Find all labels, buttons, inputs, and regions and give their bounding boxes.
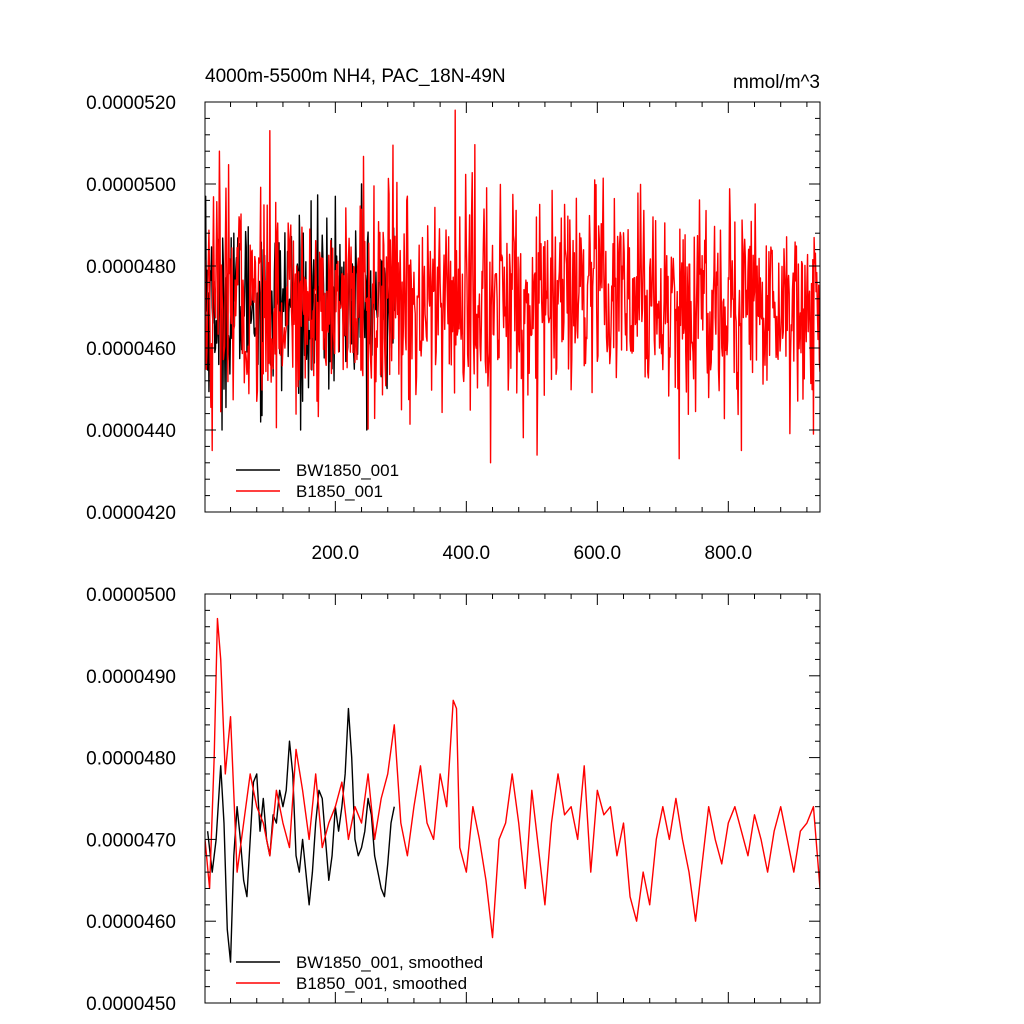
series-line-bw1850 bbox=[206, 707, 395, 963]
y-tick-label: 0.0000500 bbox=[86, 175, 176, 196]
series-line-b1850 bbox=[205, 109, 820, 464]
chart-title: 4000m-5500m NH4, PAC_18N-49N bbox=[205, 66, 506, 87]
y-tick-label: 0.0000460 bbox=[86, 339, 176, 360]
units-label: mmol/m^3 bbox=[733, 72, 820, 93]
y-tick-label: 0.0000470 bbox=[86, 830, 176, 851]
legend-label: BW1850_001, smoothed bbox=[296, 953, 483, 972]
legend-label: B1850_001 bbox=[296, 482, 383, 501]
y-tick-label: 0.0000440 bbox=[86, 421, 176, 442]
y-tick-label: 0.0000450 bbox=[86, 994, 176, 1015]
x-tick-label: 200.0 bbox=[312, 543, 360, 564]
y-tick-label: 0.0000480 bbox=[86, 257, 176, 278]
plot-area bbox=[205, 109, 820, 464]
x-tick-label: 400.0 bbox=[443, 543, 491, 564]
plot-frame bbox=[204, 593, 821, 1004]
x-tick-label: 600.0 bbox=[574, 543, 622, 564]
legend-label: BW1850_001 bbox=[296, 461, 399, 480]
y-tick-label: 0.0000480 bbox=[86, 749, 176, 770]
top-panel: 0.0000420 0.0000440 0.0000460 0.0000480 0.00… bbox=[86, 66, 821, 564]
y-tick-label: 0.0000500 bbox=[86, 585, 176, 606]
y-tick-label: 0.0000420 bbox=[86, 503, 176, 524]
plot-frame bbox=[204, 101, 821, 513]
y-tick-label: 0.0000460 bbox=[86, 912, 176, 933]
y-tick-label: 0.0000490 bbox=[86, 667, 176, 688]
legend-label: B1850_001, smoothed bbox=[296, 974, 467, 993]
bottom-panel: 0.0000450 0.0000460 0.0000470 0.0000480 0.00… bbox=[86, 585, 821, 1015]
series-line-b1850 bbox=[205, 617, 820, 939]
y-tick-label: 0.0000520 bbox=[86, 93, 176, 114]
x-tick-label: 800.0 bbox=[705, 543, 753, 564]
plot-area bbox=[205, 617, 820, 963]
